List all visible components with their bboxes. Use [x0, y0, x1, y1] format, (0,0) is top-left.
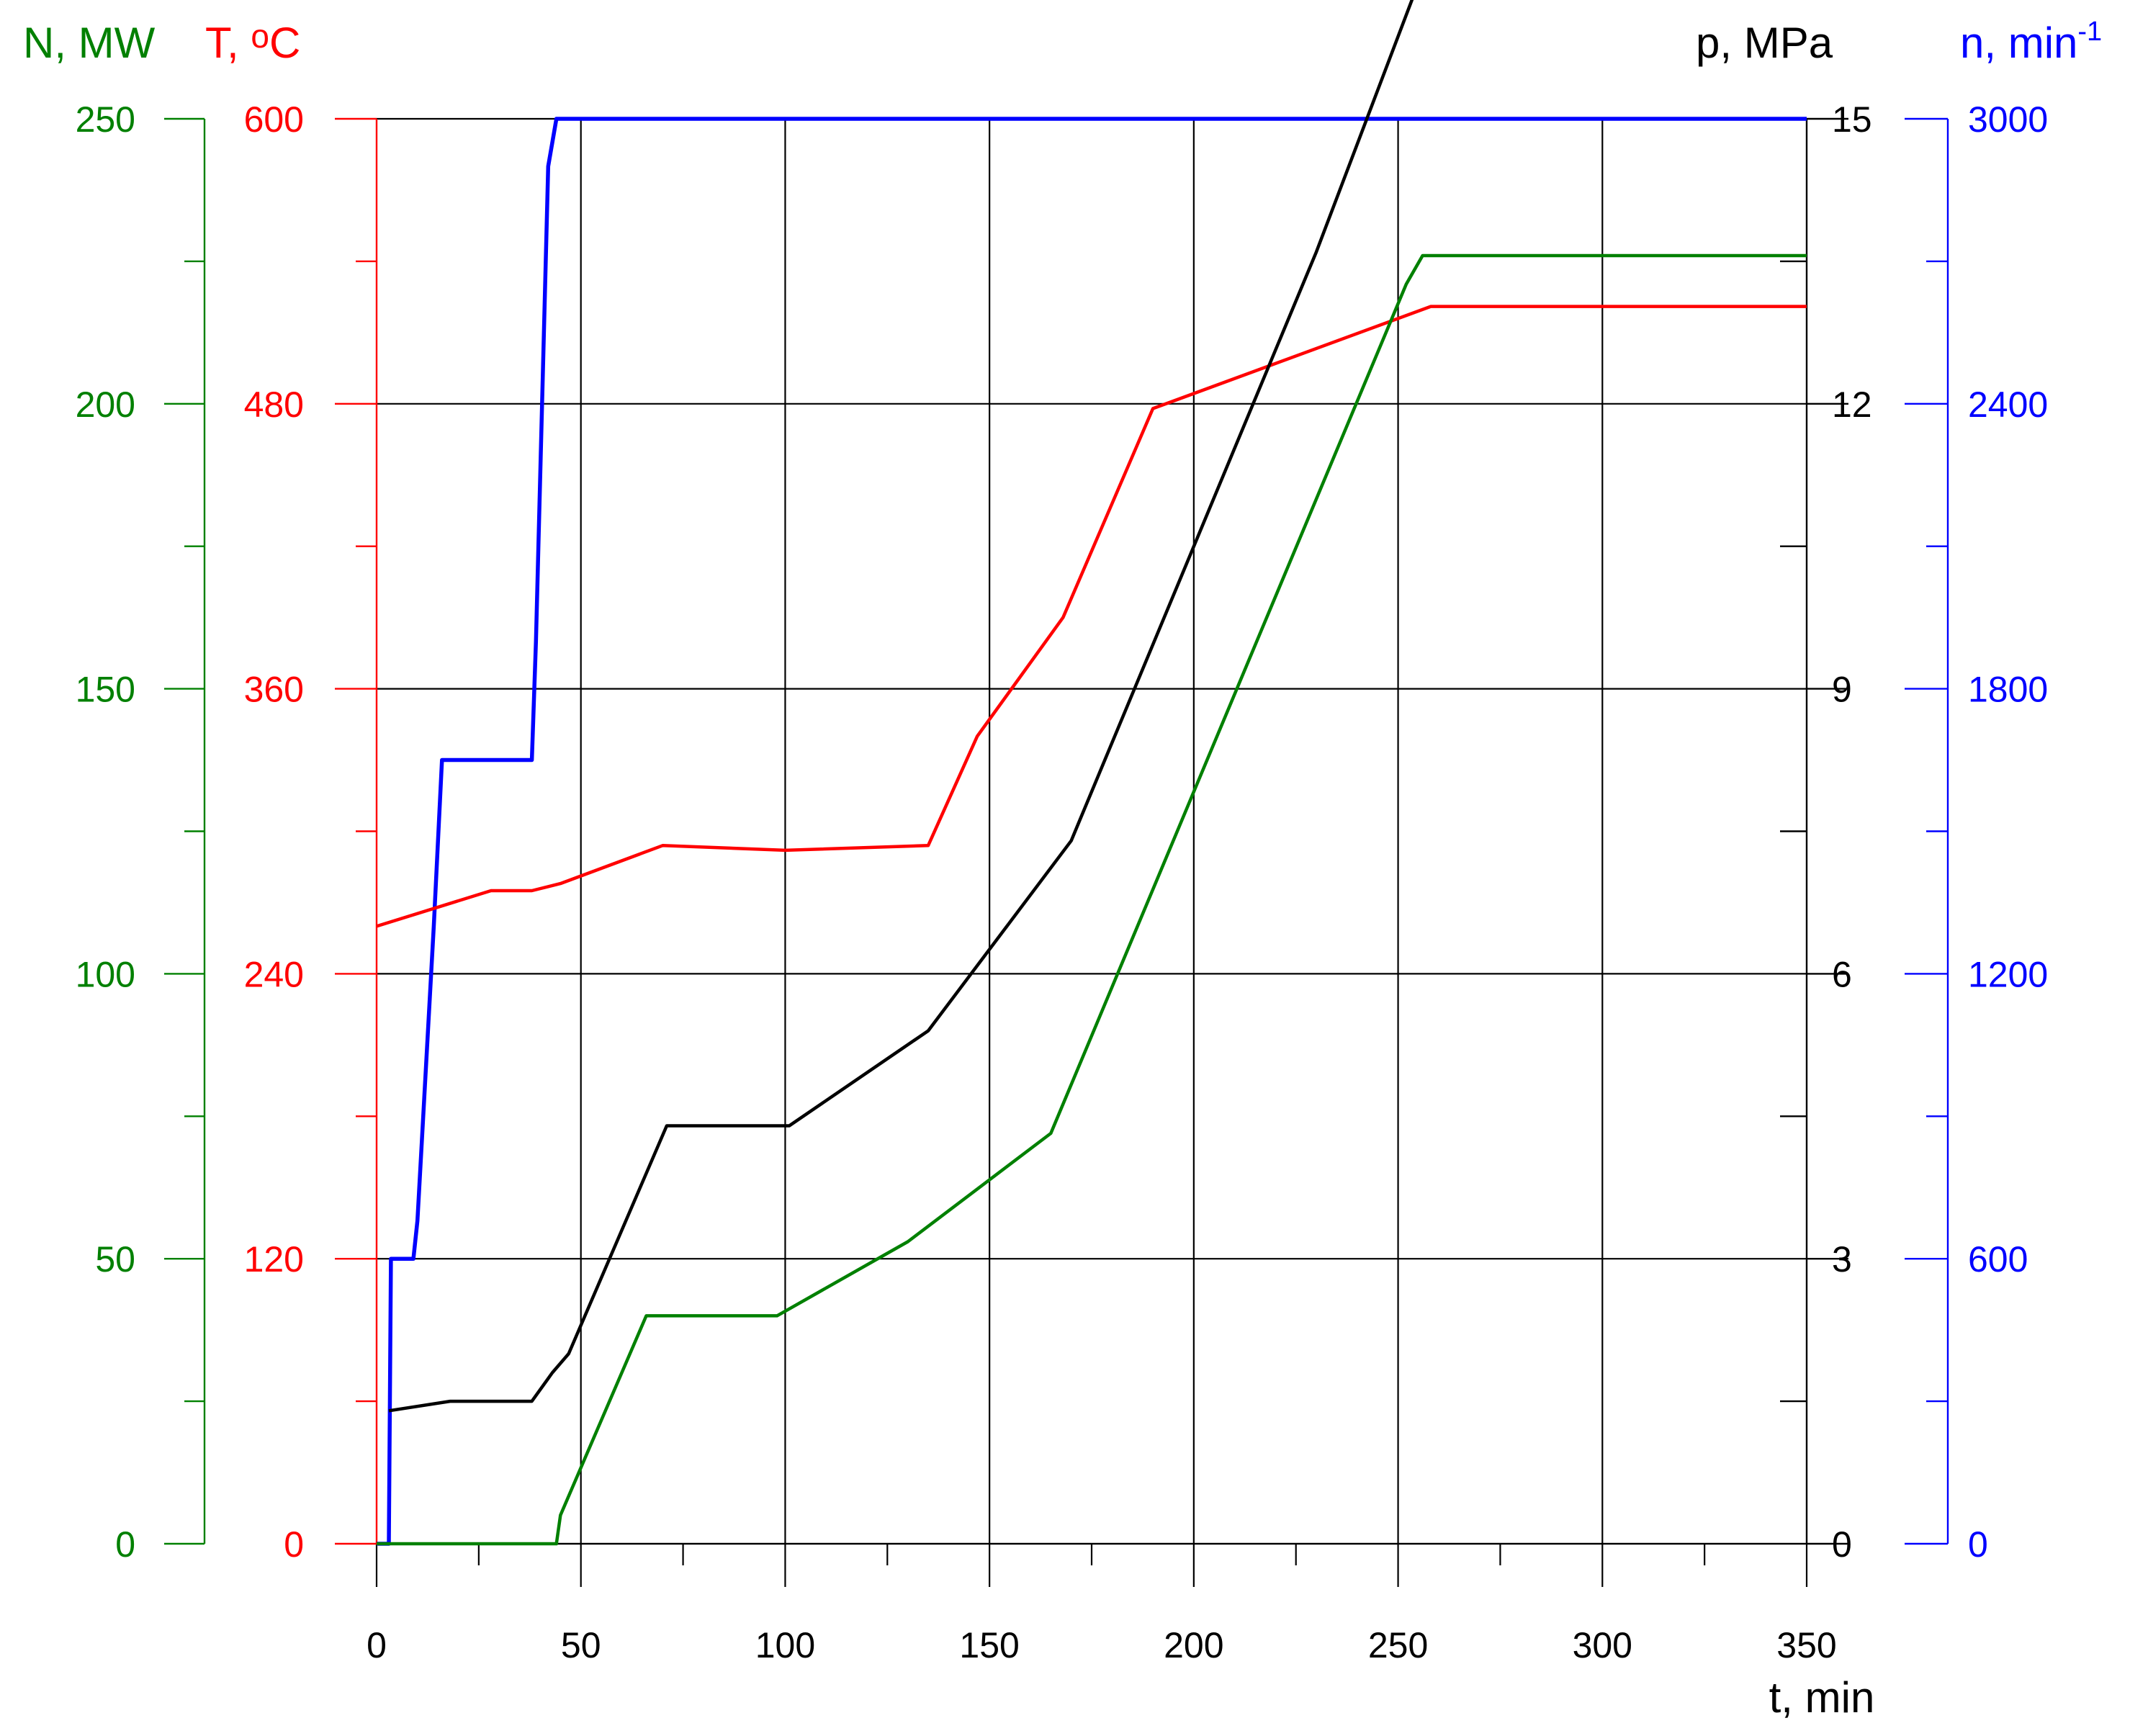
y-tick-label-T: 360: [244, 670, 304, 710]
y-tick-label-T: 480: [244, 384, 304, 425]
x-tick-label: 250: [1368, 1625, 1428, 1665]
y-tick-label-T: 600: [244, 99, 304, 140]
y-tick-label-N: 200: [76, 384, 135, 425]
y-tick-label-n: 1200: [1968, 954, 2048, 994]
y-tick-label-N: 50: [95, 1239, 135, 1279]
y-tick-label-N: 100: [76, 954, 135, 994]
x-axis-title: t, min: [1769, 1673, 1875, 1722]
x-tick-label: 100: [755, 1625, 815, 1665]
x-tick-label: 50: [561, 1625, 601, 1665]
y-tick-label-N: 250: [76, 99, 135, 140]
y-axis-title-p: p, MPa: [1696, 19, 1833, 67]
y-tick-label-N: 150: [76, 670, 135, 710]
y-tick-label-n: 600: [1968, 1239, 2028, 1279]
x-tick-label: 350: [1776, 1625, 1836, 1665]
y-axis-title-T-text: T,: [205, 19, 251, 67]
y-tick-label-p: 3: [1832, 1239, 1852, 1279]
y-tick-label-p: 0: [1832, 1524, 1852, 1565]
y-tick-label-n: 2400: [1968, 384, 2048, 425]
axes: 0 50 100 150 200 250 300 3500501001502002500120…: [76, 99, 2049, 1665]
y-tick-label-p: 9: [1832, 670, 1852, 710]
y-tick-label-N: 0: [115, 1524, 135, 1565]
y-axis-title-T-unit: C: [269, 19, 300, 67]
x-tick-label: 200: [1164, 1625, 1223, 1665]
y-axis-title-n-text: n, min: [1960, 19, 2077, 67]
y-tick-label-n: 0: [1968, 1524, 1988, 1565]
superscript: -1: [2077, 17, 2102, 47]
y-axis-title-N: N, MW: [23, 19, 156, 67]
y-tick-label-p: 12: [1832, 384, 1872, 425]
y-tick-label-n: 3000: [1968, 99, 2048, 140]
y-tick-label-T: 120: [244, 1239, 304, 1279]
x-tick-label: 150: [959, 1625, 1019, 1665]
y-axis-title-T: T, oC: [205, 17, 300, 67]
series-line-N: [377, 253, 1807, 1546]
series: [376, 0, 1807, 1546]
series-line-n: [377, 117, 1807, 1546]
y-tick-label-p: 6: [1832, 954, 1852, 994]
degree-mark: o: [251, 17, 269, 55]
y-tick-label-n: 1800: [1968, 670, 2048, 710]
series-line-p: [388, 0, 1414, 1413]
series-line-T: [376, 305, 1807, 928]
x-tick-label: 0: [367, 1625, 387, 1665]
x-tick-label: 300: [1573, 1625, 1632, 1665]
y-tick-label-T: 240: [244, 954, 304, 994]
y-tick-label-p: 15: [1832, 99, 1872, 140]
y-tick-label-T: 0: [284, 1524, 304, 1565]
y-axis-title-n: n, min-1: [1960, 17, 2102, 67]
